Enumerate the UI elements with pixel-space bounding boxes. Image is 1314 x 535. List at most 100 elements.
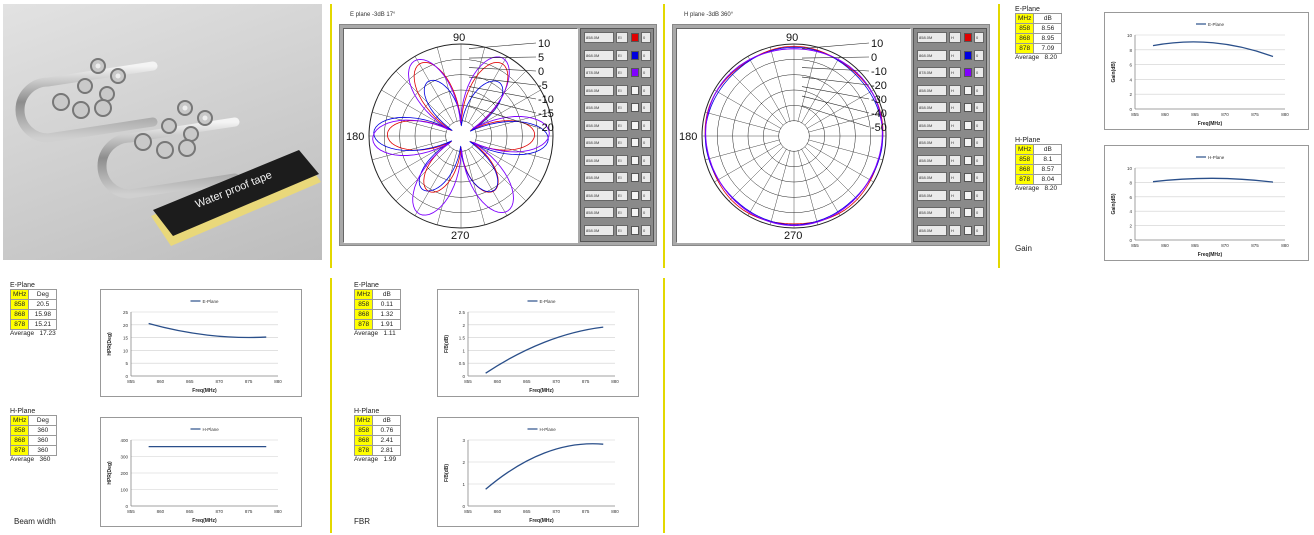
polar-spoke <box>414 148 454 216</box>
legend-value: 0 <box>974 137 984 148</box>
polar-spoke <box>436 150 458 225</box>
legend-swatch <box>964 120 972 130</box>
x-tick-label: 880 <box>611 379 619 384</box>
value-cell: 8.04 <box>1033 174 1063 185</box>
angle-label-180: 180 <box>346 131 364 143</box>
freq-cell: 858 <box>9 299 30 310</box>
scale-label: -10 <box>538 94 554 106</box>
scale-label: -40 <box>871 108 887 120</box>
x-tick-label: 855 <box>1131 243 1139 248</box>
legend-code: El <box>616 189 628 201</box>
scale-leader <box>468 67 537 72</box>
legend-freq: 868.0M <box>584 49 614 61</box>
x-tick-label: 865 <box>523 509 531 514</box>
x-axis-label: Freq(MHz) <box>1198 121 1223 127</box>
y-tick-label: 5 <box>125 361 128 366</box>
x-tick-label: 860 <box>157 509 165 514</box>
y-tick-label: 6 <box>1129 195 1132 200</box>
x-tick-label: 865 <box>1191 112 1199 117</box>
fbr-e-title: E-Plane <box>354 282 379 289</box>
legend-label: E-Plane <box>540 299 557 304</box>
y-tick-label: 10 <box>1127 166 1133 171</box>
scale-leader <box>801 105 870 128</box>
polar-spoke <box>473 89 541 129</box>
average-label: Average <box>1015 54 1040 61</box>
legend-swatch <box>631 138 639 147</box>
polar-spoke <box>728 70 784 126</box>
legend-code: H <box>949 119 961 131</box>
legend-label: H-Plane <box>1208 155 1225 160</box>
x-tick-label: 870 <box>1221 112 1229 117</box>
scale-label: 0 <box>538 66 544 78</box>
legend-row: 858.0M El 0 <box>584 154 659 167</box>
series-line <box>485 326 604 374</box>
y-tick-label: 10 <box>123 348 129 353</box>
legend-freq: 878.0M <box>917 67 947 78</box>
mhz-header: MHz <box>1014 13 1035 24</box>
legend-row: 858.0M El 0 <box>584 84 659 97</box>
y-tick-label: 0 <box>1129 238 1132 243</box>
freq-cell: 858 <box>9 425 30 436</box>
legend-row: 878.0M H 0 <box>917 67 992 79</box>
x-tick-label: 860 <box>494 379 502 384</box>
y-tick-label: 2 <box>1129 92 1132 97</box>
polar-spoke <box>797 150 819 225</box>
legend-freq: 858.0M <box>917 224 947 236</box>
beam-e-block: E-Plane MHz Deg 858 20.5 868 15.98 878 15.21… <box>9 282 58 337</box>
legend-value: 0 <box>974 119 984 131</box>
legend-code: H <box>949 172 961 183</box>
y-tick-label: 0 <box>1129 107 1132 112</box>
angle-label-90: 90 <box>786 32 798 44</box>
legend-value: 0 <box>641 154 651 166</box>
polar-spoke <box>471 146 527 202</box>
legend-swatch <box>964 85 972 95</box>
mhz-header: MHz <box>353 289 374 300</box>
legend-value: 0 <box>641 49 651 61</box>
y-tick-label: 200 <box>120 471 128 476</box>
unit-header: dB <box>372 415 402 426</box>
legend-code: El <box>616 119 628 131</box>
average-value: 17.23 <box>39 330 56 337</box>
legend-row: 858.0M H 0 <box>917 137 992 149</box>
legend-row: 878.0M El 0 <box>584 67 659 79</box>
x-tick-label: 860 <box>1161 112 1169 117</box>
legend-row: 858.0M H 0 <box>917 224 992 237</box>
legend-label: E-Plane <box>1208 22 1225 27</box>
y-tick-label: 1.5 <box>459 336 466 341</box>
polar-spoke <box>414 56 454 124</box>
scale-leader <box>468 105 537 128</box>
legend-row: 858.0M El 0 <box>584 102 659 114</box>
y-axis-label: F/B(dB) <box>444 335 450 353</box>
y-tick-label: 2.5 <box>459 310 466 315</box>
value-cell: 360 <box>28 425 58 436</box>
value-cell: 0.11 <box>372 299 402 310</box>
x-tick-label: 870 <box>552 509 560 514</box>
legend-value: 0 <box>641 32 651 43</box>
legend-swatch <box>631 173 639 182</box>
legend-freq: 858.0M <box>917 154 947 166</box>
freq-cell: 878 <box>353 319 374 330</box>
legend-code: El <box>616 84 628 96</box>
legend-value: 0 <box>974 67 984 78</box>
legend-swatch <box>964 225 972 235</box>
average-label: Average <box>354 456 379 463</box>
y-axis-label: F/B(dB) <box>444 464 450 482</box>
legend-label: H-Plane <box>203 427 220 432</box>
scale-leader <box>468 86 537 100</box>
legend-code: El <box>616 172 628 183</box>
mhz-header: MHz <box>1014 144 1035 155</box>
x-tick-label: 880 <box>611 509 619 514</box>
legend-value: 0 <box>641 119 651 131</box>
value-cell: 15.98 <box>28 309 58 320</box>
x-axis-label: Freq(MHz) <box>192 388 217 394</box>
unit-header: dB <box>1033 13 1063 24</box>
y-tick-label: 4 <box>1129 77 1132 82</box>
value-cell: 1.91 <box>372 319 402 330</box>
legend-swatch <box>964 173 972 182</box>
value-cell: 360 <box>28 435 58 446</box>
legend-code: El <box>616 154 628 166</box>
legend-swatch <box>631 155 639 165</box>
legend-row: 858.0M H 0 <box>917 84 992 97</box>
y-axis-label: HPR(Deg) <box>107 461 113 485</box>
scale-label: -30 <box>871 94 887 106</box>
